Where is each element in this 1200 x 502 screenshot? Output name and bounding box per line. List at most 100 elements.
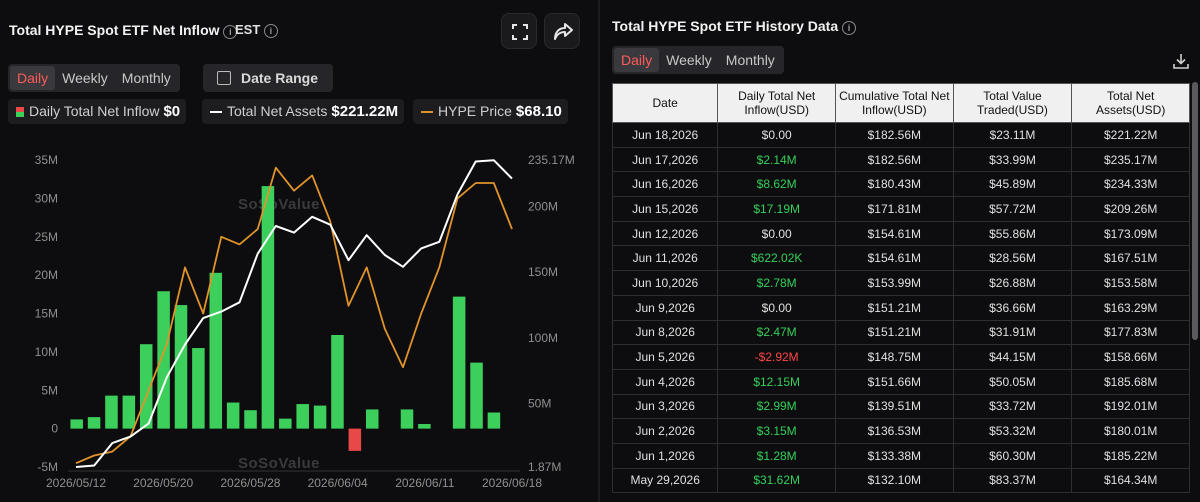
cell-daily-inflow: $8.62M [717,171,836,198]
legend-inflow[interactable]: Daily Total Net Inflow $0 [8,99,187,124]
cell-date: Jun 16,2026 [611,171,719,198]
cell-value-traded: $36.66M [952,294,1073,321]
info-icon[interactable]: i [842,21,856,35]
cell-date: Jun 12,2026 [611,220,719,247]
cell-value-traded: $83.37M [952,467,1073,494]
col-header-cumulative[interactable]: Cumulative Total Net Inflow(USD) [835,83,954,123]
inflow-bar [452,296,466,429]
cell-cumulative: $182.56M [835,122,954,148]
tab-monthly[interactable]: Monthly [121,70,171,86]
fullscreen-icon [512,24,528,40]
tab-weekly[interactable]: Weekly [666,52,712,68]
download-icon[interactable] [1172,52,1190,70]
cell-daily-inflow: $1.28M [717,442,836,469]
history-table: Date Daily Total Net Inflow(USD) Cumulat… [611,83,1190,494]
table-row: Jun 12,2026 $0.00 $154.61M $55.86M $173.09M [611,220,1190,247]
col-header-value-traded[interactable]: Total Value Traded(USD) [952,83,1073,123]
panel-title: Total HYPE Spot ETF Net Inflow i [9,22,238,39]
line-swatch-icon [210,111,222,114]
y-left-tick-label: 10M [35,345,58,359]
cell-daily-inflow: $31.62M [717,467,836,494]
tab-daily[interactable]: Daily [614,48,660,72]
inflow-bar [400,409,414,429]
tab-daily[interactable]: Daily [10,66,56,90]
col-header-net-assets[interactable]: Total Net Assets(USD) [1071,83,1190,123]
inflow-bar [296,404,309,429]
legend-net-assets[interactable]: Total Net Assets $221.22M [202,99,405,124]
cell-daily-inflow: $17.19M [717,196,836,222]
cell-value-traded: $33.72M [952,393,1073,420]
cell-daily-inflow: $622.02K [717,245,836,272]
table-row: Jun 18,2026 $0.00 $182.56M $23.11M $221.22M [611,122,1190,148]
cell-net-assets: $167.51M [1071,245,1190,272]
fullscreen-button[interactable] [501,13,537,49]
cell-cumulative: $153.99M [835,270,954,296]
cell-net-assets: $164.34M [1071,467,1190,494]
share-button[interactable] [544,13,580,49]
inflow-bar [226,402,240,429]
col-header-date[interactable]: Date [611,83,719,123]
x-tick-label: 2026/06/18 [482,476,542,490]
inflow-bar [365,409,379,429]
inflow-bar [313,405,327,429]
cell-value-traded: $57.72M [952,196,1073,222]
inflow-bar [192,348,205,429]
watermark: SoSoValue [238,455,321,472]
cell-net-assets: $221.22M [1071,122,1190,148]
period-tabs: Daily Weekly Monthly [8,64,180,92]
cell-date: Jun 8,2026 [611,319,719,346]
inflow-bar [139,344,153,429]
legend-hype-price[interactable]: HYPE Price $68.10 [413,99,568,124]
inflow-bar [261,186,275,429]
table-row: Jun 15,2026 $17.19M $171.81M $57.72M $209.26… [611,196,1190,222]
tab-weekly[interactable]: Weekly [62,70,108,86]
inflow-bar [418,424,431,429]
cell-net-assets: $185.68M [1071,368,1190,395]
inflow-bar [209,272,223,429]
cell-cumulative: $148.75M [835,344,954,370]
cell-value-traded: $55.86M [952,220,1073,247]
history-panel: Total HYPE Spot ETF History Data i Daily… [600,0,1200,502]
info-icon[interactable]: i [223,25,238,39]
tab-monthly[interactable]: Monthly [725,52,775,68]
inflow-bar [87,417,101,429]
cell-net-assets: $185.22M [1071,442,1190,469]
table-row: May 29,2026 $31.62M $132.10M $83.37M $164.34… [611,467,1190,494]
cell-date: Jun 3,2026 [611,393,719,420]
cell-cumulative: $154.61M [835,220,954,247]
table-row: Jun 10,2026 $2.78M $153.99M $26.88M $153.58M [611,270,1190,296]
table-row: Jun 3,2026 $2.99M $139.51M $33.72M $192.01M [611,393,1190,420]
inflow-bar [174,305,188,429]
table-row: Jun 11,2026 $622.02K $154.61M $28.56M $167.5… [611,245,1190,272]
cell-value-traded: $44.15M [952,344,1073,370]
info-icon[interactable]: i [263,24,278,38]
watermark: SoSoValue [238,196,321,213]
cell-value-traded: $50.05M [952,368,1073,395]
cell-net-assets: $158.66M [1071,344,1190,370]
cell-date: Jun 11,2026 [611,245,719,272]
cell-cumulative: $180.43M [835,171,954,198]
cell-date: Jun 2,2026 [611,418,719,444]
y-right-tick-label: 150M [528,265,558,279]
col-header-daily-inflow[interactable]: Daily Total Net Inflow(USD) [717,83,836,123]
table-row: Jun 17,2026 $2.14M $182.56M $33.99M $235.17M [611,146,1190,173]
table-row: Jun 8,2026 $2.47M $151.21M $31.91M $177.83M [611,319,1190,346]
timezone-label: EST i [235,22,278,38]
cell-cumulative: $139.51M [835,393,954,420]
cell-cumulative: $154.61M [835,245,954,272]
cell-daily-inflow: $0.00 [717,294,836,321]
cell-net-assets: $177.83M [1071,319,1190,346]
y-right-tick-label: 1.87M [528,460,561,474]
y-right-tick-label: 50M [528,397,551,411]
inflow-bar [244,410,257,429]
cell-net-assets: $153.58M [1071,270,1190,296]
net-inflow-panel: Total HYPE Spot ETF Net Inflow i EST i D… [0,0,598,502]
table-scrollbar[interactable] [1192,82,1198,340]
cell-date: Jun 5,2026 [611,344,719,370]
date-range-button[interactable]: Date Range [203,64,333,92]
table-header-row: Date Daily Total Net Inflow(USD) Cumulat… [611,83,1190,123]
y-left-tick-label: 0 [51,422,58,436]
cell-cumulative: $133.38M [835,442,954,469]
y-left-tick-label: -5M [37,460,58,474]
cell-date: Jun 1,2026 [611,442,719,469]
